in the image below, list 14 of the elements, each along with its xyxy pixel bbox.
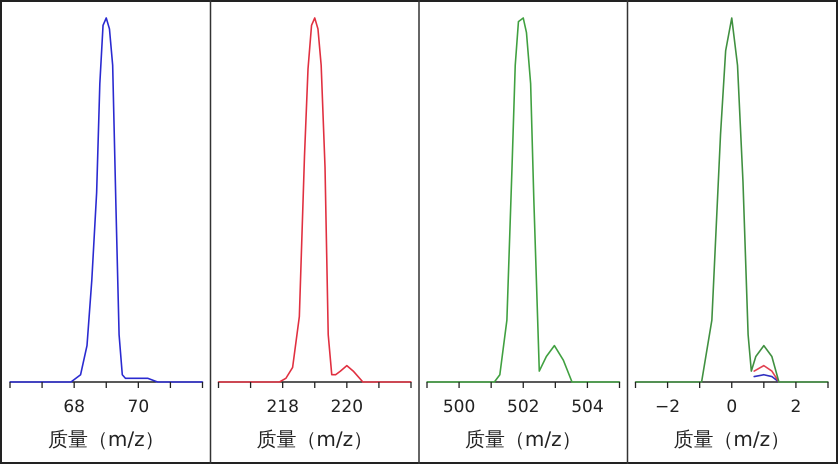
x-tick-label: 70 bbox=[128, 397, 150, 417]
x-tick-label: 218 bbox=[266, 397, 299, 417]
x-tick-label: 220 bbox=[330, 397, 364, 417]
x-tick-label: 502 bbox=[507, 397, 540, 417]
x-axis-title: 质量（m/z） bbox=[464, 427, 582, 451]
x-axis-title: 质量（m/z） bbox=[48, 427, 165, 451]
x-axis-title: 质量（m/z） bbox=[256, 427, 374, 451]
x-tick-label: 0 bbox=[726, 397, 738, 417]
x-tick-label: 500 bbox=[442, 397, 476, 417]
x-tick-label: 68 bbox=[63, 397, 85, 417]
x-tick-label: −2 bbox=[655, 397, 680, 417]
x-tick-label: 2 bbox=[790, 397, 802, 417]
x-axis-title: 质量（m/z） bbox=[673, 427, 790, 451]
x-tick-label: 504 bbox=[571, 397, 604, 417]
